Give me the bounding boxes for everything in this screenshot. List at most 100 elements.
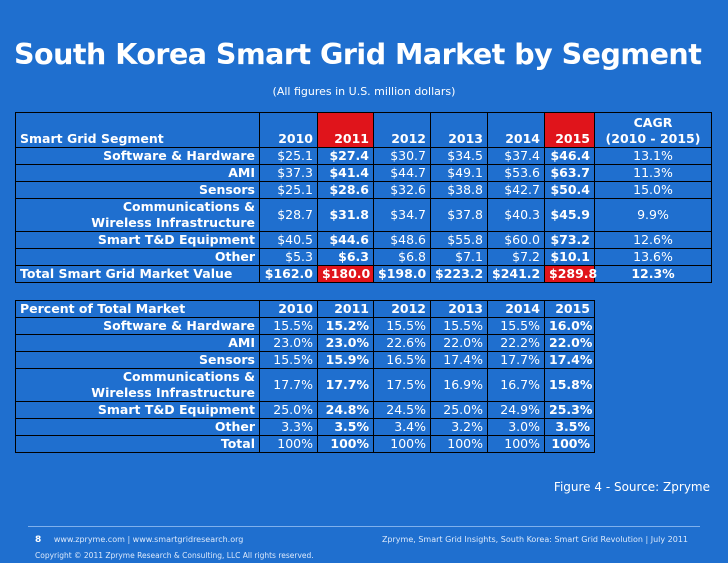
cagr-cell: 12.6%: [594, 231, 712, 249]
value-cell: $289.8: [544, 265, 597, 283]
value-cell: $28.6: [317, 181, 374, 199]
percent-cell: 3.5%: [544, 418, 595, 436]
percent-cell: 22.0%: [544, 334, 595, 352]
table-row: AMI 23.0% 23.0% 22.6% 22.0% 22.2% 22.0%: [15, 334, 712, 352]
row-label: Total Smart Grid Market Value: [15, 265, 260, 283]
empty-cell: [595, 352, 712, 369]
value-cell: $55.8: [430, 231, 488, 249]
figure-source: Figure 4 - Source: Zpryme: [553, 480, 710, 494]
percent-cell: 100%: [430, 435, 488, 453]
value-cell: $162.0: [259, 265, 318, 283]
row-label: AMI: [15, 334, 260, 352]
year-header: 2011: [317, 300, 374, 318]
row-label: Software & Hardware: [15, 147, 260, 165]
value-cell: $44.6: [317, 231, 374, 249]
percent-cell: 17.7%: [317, 368, 374, 402]
percent-cell: 15.5%: [373, 317, 431, 335]
value-cell: $223.2: [430, 265, 488, 283]
percent-cell: 3.3%: [259, 418, 318, 436]
value-cell: $53.6: [487, 164, 545, 182]
percent-cell: 15.9%: [317, 351, 374, 369]
page-subtitle: (All figures in U.S. million dollars): [272, 85, 456, 98]
value-cell: $40.5: [259, 231, 318, 249]
row-label: Total: [15, 435, 260, 453]
row-label: Smart T&D Equipment: [15, 401, 260, 419]
year-header: 2010: [259, 300, 318, 318]
table-row: Sensors 15.5% 15.9% 16.5% 17.4% 17.7% 17.4%: [15, 351, 712, 369]
table-row: Communications & Wireless Infrastructure…: [15, 368, 712, 402]
row-label: Sensors: [15, 351, 260, 369]
cagr-cell: 13.1%: [594, 147, 712, 165]
total-row: Total Smart Grid Market Value $162.0 $180.…: [15, 265, 712, 283]
value-cell: $63.7: [544, 164, 595, 182]
percent-cell: 23.0%: [317, 334, 374, 352]
value-cell: $44.7: [373, 164, 431, 182]
table-row: Total 100% 100% 100% 100% 100% 100%: [15, 435, 712, 453]
percent-cell: 16.5%: [373, 351, 431, 369]
value-cell: $73.2: [544, 231, 595, 249]
market-value-table: Smart Grid Segment 2010 2011 2012 2013 2…: [15, 112, 712, 283]
value-cell: $45.9: [544, 198, 595, 232]
year-header: 2013: [430, 300, 488, 318]
percent-cell: 24.5%: [373, 401, 431, 419]
percent-cell: 22.6%: [373, 334, 431, 352]
percent-cell: 100%: [544, 435, 595, 453]
year-header: 2015: [544, 300, 595, 318]
percent-header: Percent of Total Market: [15, 300, 260, 318]
value-cell: $25.1: [259, 147, 318, 165]
value-cell: $27.4: [317, 147, 374, 165]
table-row: AMI $37.3 $41.4 $44.7 $49.1 $53.6 $63.7 11.3%: [15, 164, 712, 182]
value-cell: $28.7: [259, 198, 318, 232]
table-row: Smart T&D Equipment $40.5 $44.6 $48.6 $55.8 $…: [15, 231, 712, 249]
percent-cell: 16.7%: [487, 368, 545, 402]
value-cell: $31.8: [317, 198, 374, 232]
percent-cell: 3.4%: [373, 418, 431, 436]
percent-cell: 25.3%: [544, 401, 595, 419]
table-row: Other $5.3 $6.3 $6.8 $7.1 $7.2 $10.1 13.6%: [15, 248, 712, 266]
value-cell: $241.2: [487, 265, 545, 283]
empty-cell: [595, 318, 712, 335]
value-cell: $42.7: [487, 181, 545, 199]
page-number: 8: [35, 535, 42, 545]
row-label: Communications & Wireless Infrastructure: [15, 368, 260, 402]
percent-cell: 22.2%: [487, 334, 545, 352]
value-cell: $6.3: [317, 248, 374, 266]
percent-cell: 15.8%: [544, 368, 595, 402]
table-header-row: Smart Grid Segment 2010 2011 2012 2013 2…: [15, 112, 712, 148]
row-label: Communications & Wireless Infrastructure: [15, 198, 260, 232]
percent-cell: 3.2%: [430, 418, 488, 436]
percent-cell: 17.4%: [430, 351, 488, 369]
year-header: 2013: [430, 112, 488, 148]
value-cell: $46.4: [544, 147, 595, 165]
cagr-header-line2: (2010 - 2015): [605, 131, 701, 146]
cagr-cell: 15.0%: [594, 181, 712, 199]
percent-cell: 15.5%: [259, 351, 318, 369]
percent-cell: 15.5%: [259, 317, 318, 335]
percent-table: Percent of Total Market 2010 2011 2012 2013 2…: [15, 300, 712, 453]
empty-cell: [595, 419, 712, 436]
percent-cell: 17.5%: [373, 368, 431, 402]
copyright: Copyright © 2011 Zpryme Research & Consu…: [35, 551, 314, 560]
footer-left: 8 www.zpryme.com | www.smartgridresearch…: [35, 535, 243, 545]
value-cell: $30.7: [373, 147, 431, 165]
footer-links[interactable]: www.zpryme.com | www.smartgridresearch.o…: [53, 535, 244, 544]
value-cell: $48.6: [373, 231, 431, 249]
percent-cell: 100%: [259, 435, 318, 453]
year-header: 2014: [487, 112, 545, 148]
year-header: 2014: [487, 300, 545, 318]
value-cell: $41.4: [317, 164, 374, 182]
empty-cell: [594, 300, 712, 318]
percent-cell: 100%: [317, 435, 374, 453]
value-cell: $37.3: [259, 164, 318, 182]
footer-divider: [28, 526, 700, 527]
value-cell: $34.7: [373, 198, 431, 232]
cagr-cell: 11.3%: [594, 164, 712, 182]
value-cell: $7.1: [430, 248, 488, 266]
value-cell: $7.2: [487, 248, 545, 266]
value-cell: $5.3: [259, 248, 318, 266]
year-header: 2010: [259, 112, 318, 148]
row-label: Other: [15, 248, 260, 266]
year-header: 2012: [373, 112, 431, 148]
percent-cell: 17.7%: [259, 368, 318, 402]
value-cell: $198.0: [373, 265, 431, 283]
